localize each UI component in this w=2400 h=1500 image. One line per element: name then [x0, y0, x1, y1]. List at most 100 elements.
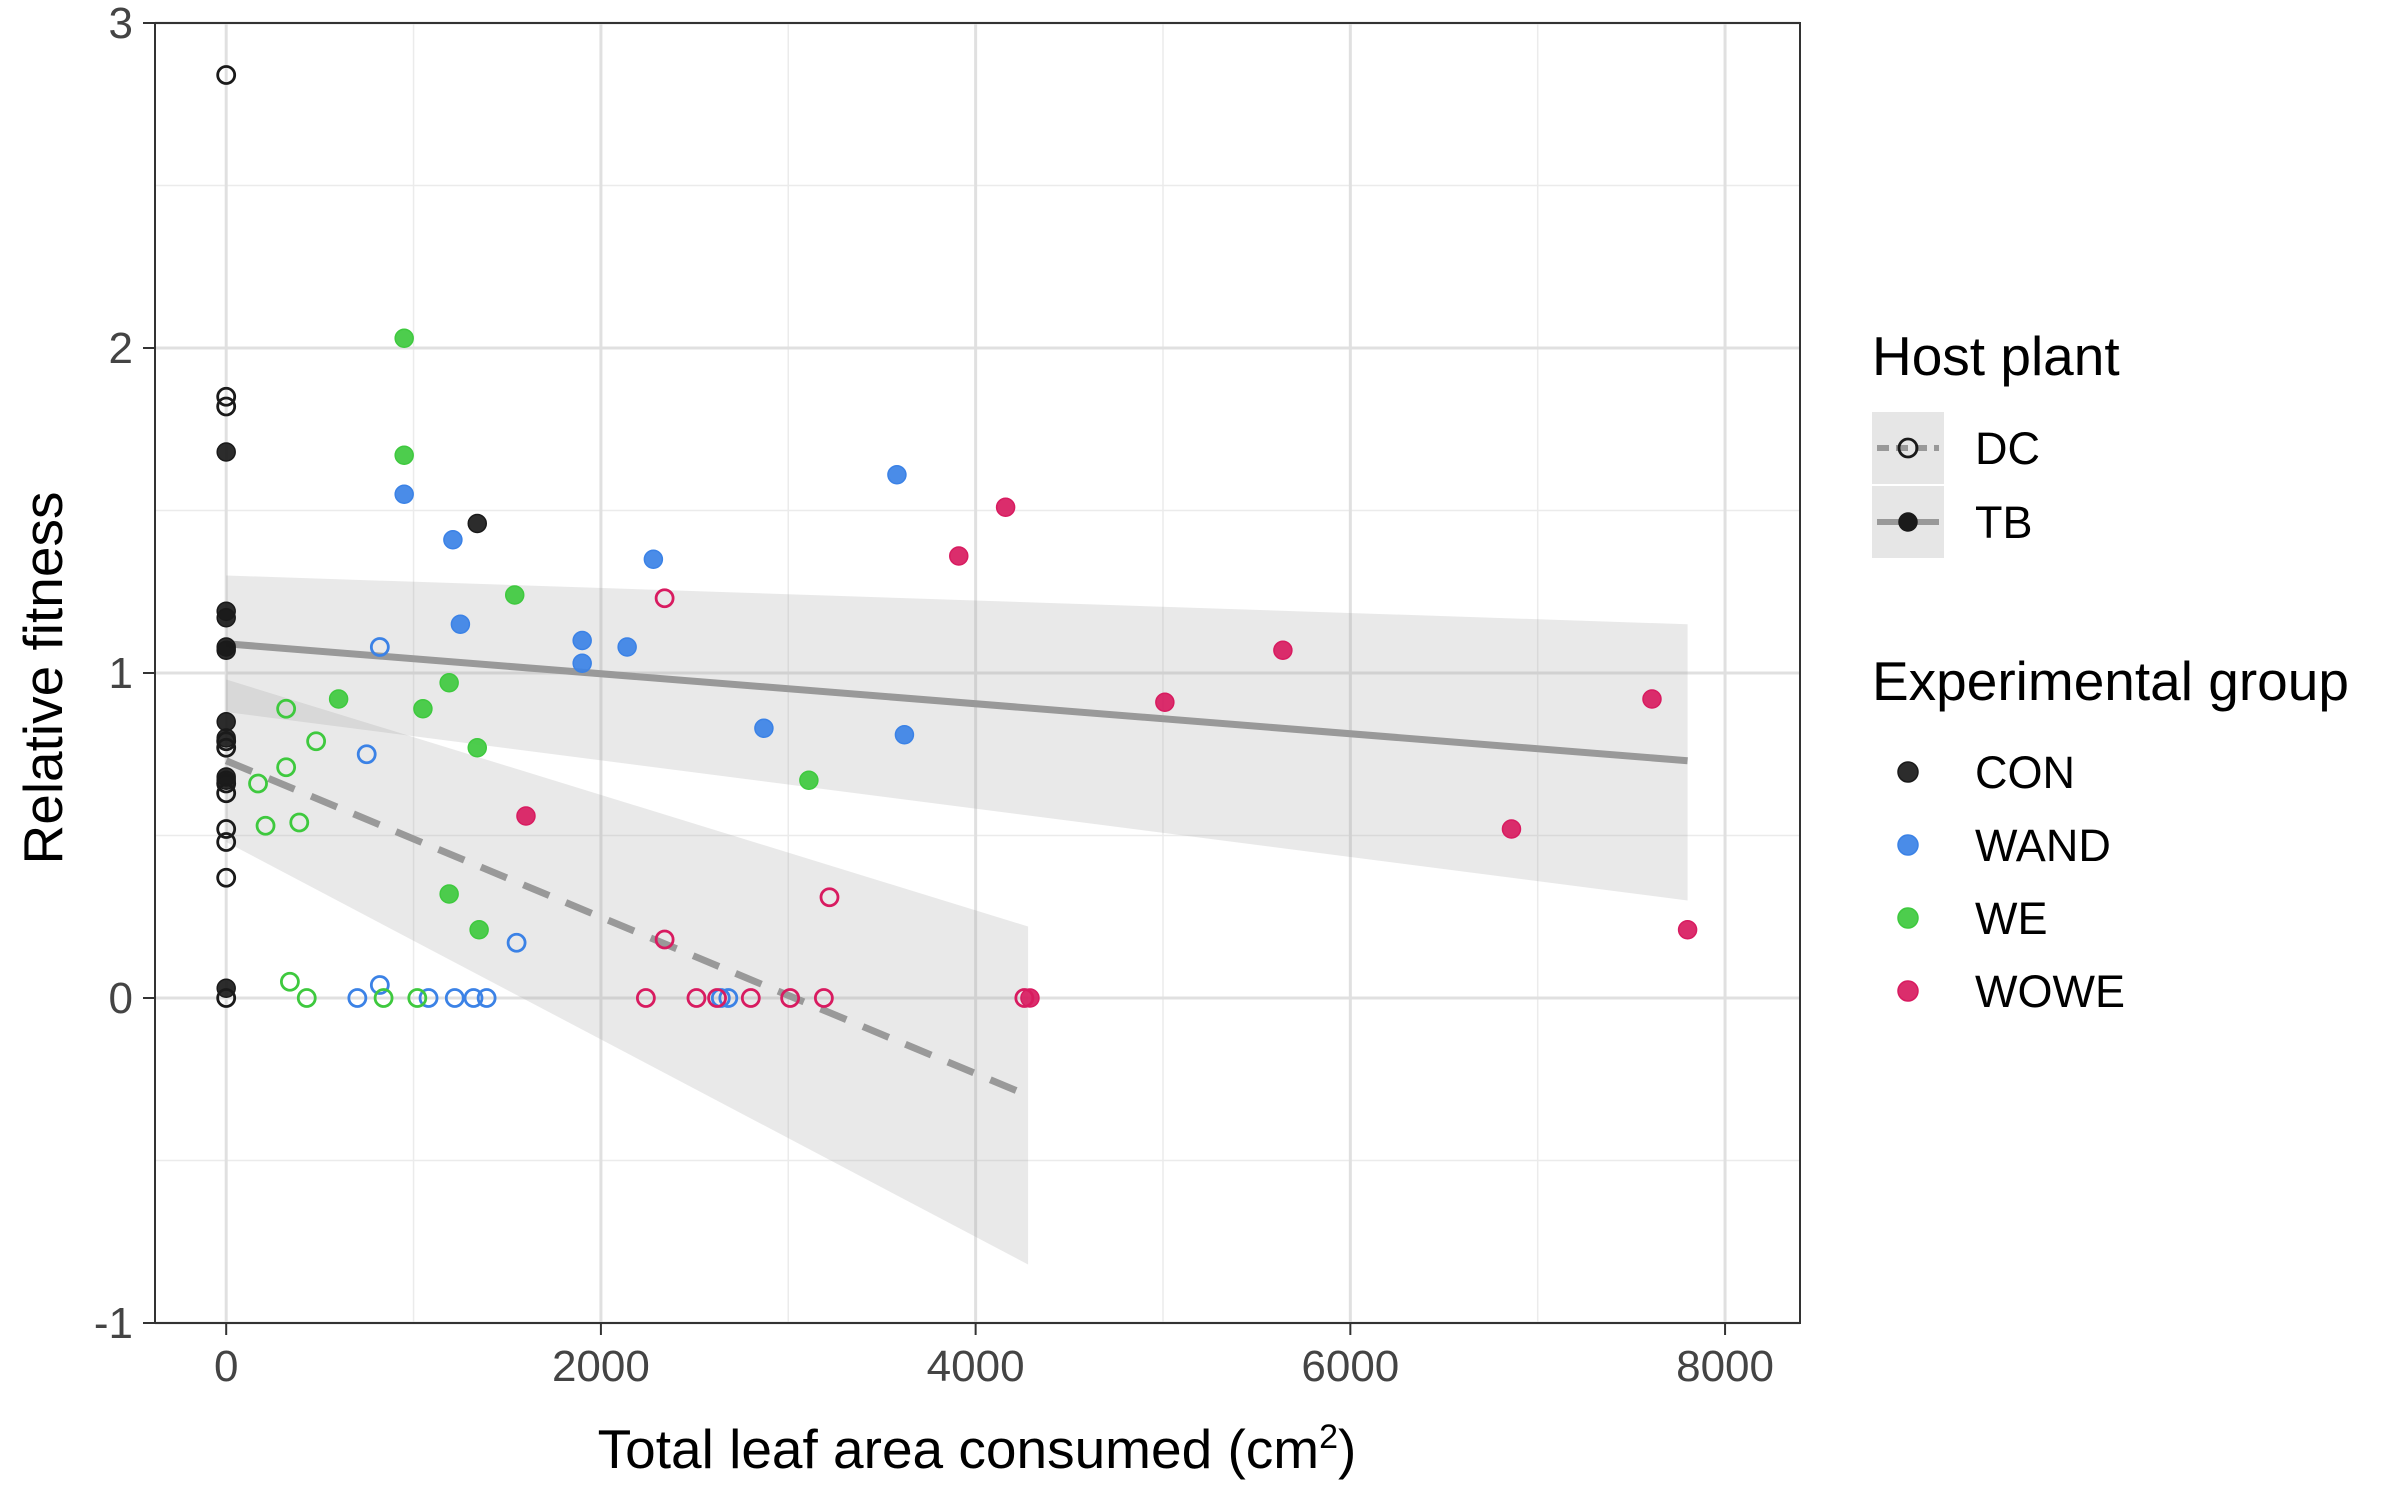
point-wand-dc	[347, 988, 368, 1008]
point-con-dc	[216, 396, 237, 417]
y-axis-title: Relative fitness	[12, 492, 74, 865]
point-wand-tb	[617, 637, 637, 657]
x-tick-label: 0	[214, 1342, 238, 1391]
y-tick-label: 3	[109, 0, 133, 48]
point-wowe-tb	[1677, 920, 1698, 940]
point-wand-dc	[369, 975, 390, 995]
point-wowe-tb	[1155, 692, 1175, 712]
legend-host-plant: Host plant DC TB	[1872, 325, 2120, 558]
point-con-dc	[216, 832, 237, 852]
point-wand-tb	[443, 530, 463, 550]
point-wand-tb	[572, 630, 592, 651]
point-wowe-dc	[654, 929, 675, 950]
point-wand-dc	[463, 988, 484, 1008]
point-we-dc	[279, 971, 300, 992]
point-we-tb	[439, 884, 459, 904]
point-we-tb	[328, 689, 349, 709]
point-we-tb	[467, 738, 488, 758]
fit-line-dc	[224, 757, 1030, 1099]
point-wand-tb	[450, 614, 471, 634]
data-points	[216, 65, 1698, 1008]
point-wowe-tb	[1273, 640, 1293, 660]
point-con-dc	[216, 867, 237, 888]
point-wand-tb	[754, 718, 774, 738]
legend-label-wowe: WOWE	[1975, 966, 2125, 1017]
point-wand-dc	[718, 988, 739, 1008]
legend-experimental-group: Experimental group CON WAND WE WOWE	[1872, 650, 2349, 1017]
point-wand-dc	[476, 988, 497, 1008]
x-axis-title-main: Total leaf area consumed (cm	[598, 1418, 1319, 1480]
point-wowe-tb	[995, 497, 1016, 517]
x-tick-label: 4000	[927, 1342, 1025, 1391]
point-con-tb	[216, 770, 236, 790]
point-we-tb	[413, 699, 433, 719]
x-tick-label: 6000	[1301, 1342, 1399, 1391]
point-we-dc	[248, 773, 268, 794]
legend-label-wand: WAND	[1975, 820, 2111, 871]
point-we-tb	[469, 920, 489, 940]
point-con-dc	[216, 819, 237, 839]
legend-experimental-group-title: Experimental group	[1872, 650, 2349, 712]
point-wowe-tb	[516, 806, 536, 826]
legend-label-con: CON	[1975, 747, 2075, 798]
point-we-dc	[296, 988, 317, 1008]
point-con-tb	[216, 728, 236, 748]
legend-key-point-we	[1897, 907, 1919, 929]
legend-key-point-wowe	[1897, 980, 1919, 1002]
point-con-tb	[216, 712, 236, 732]
point-con-tb	[467, 513, 488, 534]
point-con-tb	[216, 442, 236, 462]
point-we-dc	[289, 812, 310, 833]
confidence-band-tb	[226, 575, 1688, 901]
confidence-bands	[226, 575, 1688, 1265]
minor-grid	[155, 23, 1800, 1323]
confidence-band-dc	[226, 679, 1029, 1265]
point-wand-tb	[572, 653, 592, 673]
point-we-dc	[276, 698, 297, 719]
point-we-dc	[306, 731, 327, 752]
point-we-tb	[504, 585, 525, 605]
y-axis: -1 0 1 2 3	[94, 0, 155, 1348]
point-we-tb	[799, 770, 819, 790]
x-axis: 0 2000 4000 6000 8000	[214, 1323, 1774, 1391]
point-we-tb	[439, 673, 459, 693]
point-wowe-dc	[707, 988, 727, 1008]
legend-key-point-wand	[1897, 834, 1919, 856]
point-wand-dc	[506, 932, 527, 953]
point-wowe-tb	[949, 546, 969, 566]
point-wand-dc	[356, 744, 377, 765]
x-tick-label: 8000	[1676, 1342, 1774, 1391]
point-con-dc	[216, 386, 237, 407]
x-tick-label: 2000	[552, 1342, 650, 1391]
point-wand-tb	[887, 465, 907, 485]
point-con-tb	[216, 640, 236, 660]
legend-key-point-tb	[1898, 512, 1918, 532]
point-we-dc	[373, 988, 394, 1008]
point-we-dc	[276, 757, 297, 778]
legend-label-we: WE	[1975, 893, 2048, 944]
legend-host-plant-title: Host plant	[1872, 325, 2120, 387]
y-tick-label: 0	[109, 974, 133, 1023]
x-axis-title-tail: )	[1338, 1418, 1356, 1480]
legend-label-dc: DC	[1975, 423, 2040, 474]
x-axis-title: Total leaf area consumed (cm2)	[598, 1418, 1357, 1480]
point-wowe-dc	[740, 988, 761, 1008]
y-tick-label: 2	[109, 324, 133, 373]
point-wand-tb	[894, 725, 915, 745]
point-wand-dc	[418, 988, 439, 1008]
point-wand-dc	[369, 637, 390, 657]
point-we-dc	[255, 815, 276, 836]
point-we-dc	[407, 988, 428, 1008]
legend-label-tb: TB	[1975, 497, 2033, 548]
legend-key-point-dc	[1897, 437, 1919, 459]
y-tick-label: 1	[109, 649, 133, 698]
point-wand-dc	[444, 988, 465, 1008]
point-wowe-tb	[1501, 819, 1522, 839]
point-wowe-dc	[654, 588, 675, 609]
legend-key-point-con	[1897, 761, 1919, 783]
point-con-tb	[216, 978, 236, 998]
y-tick-label: -1	[94, 1299, 133, 1348]
point-wand-tb	[394, 484, 414, 504]
point-wowe-dc	[819, 887, 840, 908]
